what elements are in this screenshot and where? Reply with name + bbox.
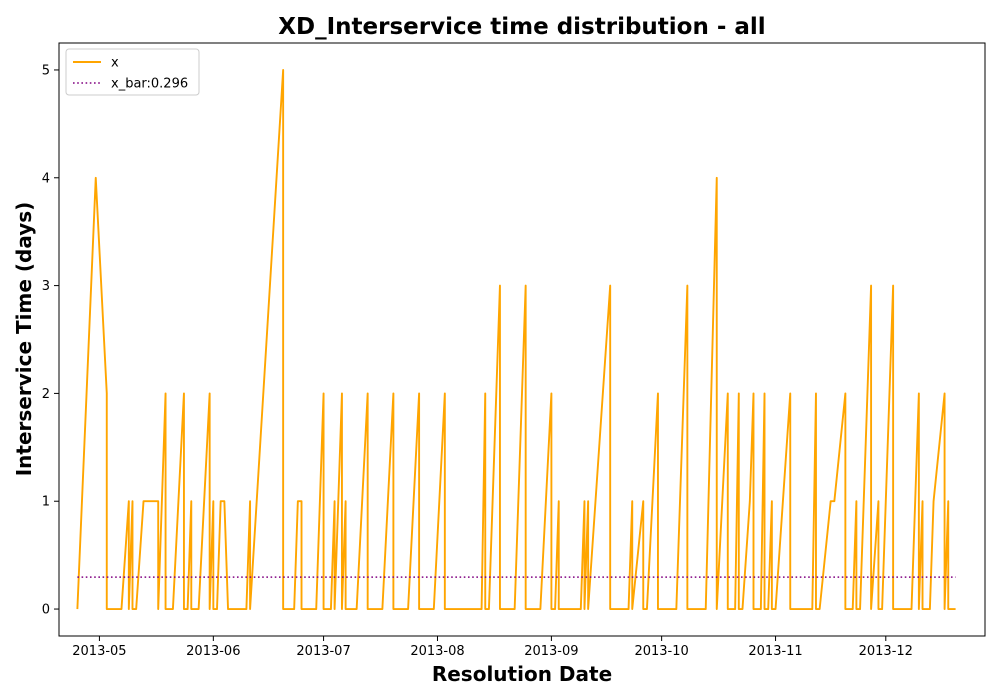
plot-area: 2013-05 2013-06 2013-07 2013-08 2013-09 2013-… [42, 42, 986, 659]
legend-label-x-bar: x_bar:0.296 [111, 77, 188, 92]
x-tick-label: 2013-11 [748, 644, 802, 659]
y-tick-label: 3 [42, 279, 50, 294]
x-tick-label: 2013-07 [296, 644, 350, 659]
x-tick-label: 2013-08 [410, 644, 464, 659]
x-axis-label: Resolution Date [432, 662, 612, 686]
x-tick-label: 2013-10 [634, 644, 688, 659]
y-axis-label: Interservice Time (days) [12, 202, 36, 477]
series-line-x [76, 68, 956, 610]
y-tick-label: 4 [42, 171, 50, 186]
y-tick-label: 1 [42, 495, 50, 510]
axes-frame [58, 42, 986, 637]
x-tick-label: 2013-09 [524, 644, 578, 659]
x-tick-label: 2013-06 [186, 644, 240, 659]
chart-title: XD_Interservice time distribution - all [278, 14, 765, 40]
y-tick-label: 2 [42, 387, 50, 402]
legend-label-x: x [111, 56, 119, 71]
y-tick-label: 5 [42, 63, 50, 78]
x-tick-label: 2013-05 [72, 644, 126, 659]
x-tick-label: 2013-12 [859, 644, 913, 659]
y-tick-label: 0 [42, 603, 50, 618]
